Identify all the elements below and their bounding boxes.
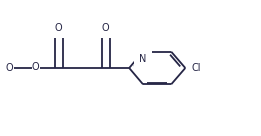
Text: Cl: Cl	[192, 63, 201, 73]
Text: O: O	[32, 62, 40, 72]
Text: O: O	[55, 23, 63, 33]
Text: O: O	[5, 63, 13, 73]
Text: N: N	[139, 54, 147, 64]
Text: O: O	[102, 23, 110, 33]
